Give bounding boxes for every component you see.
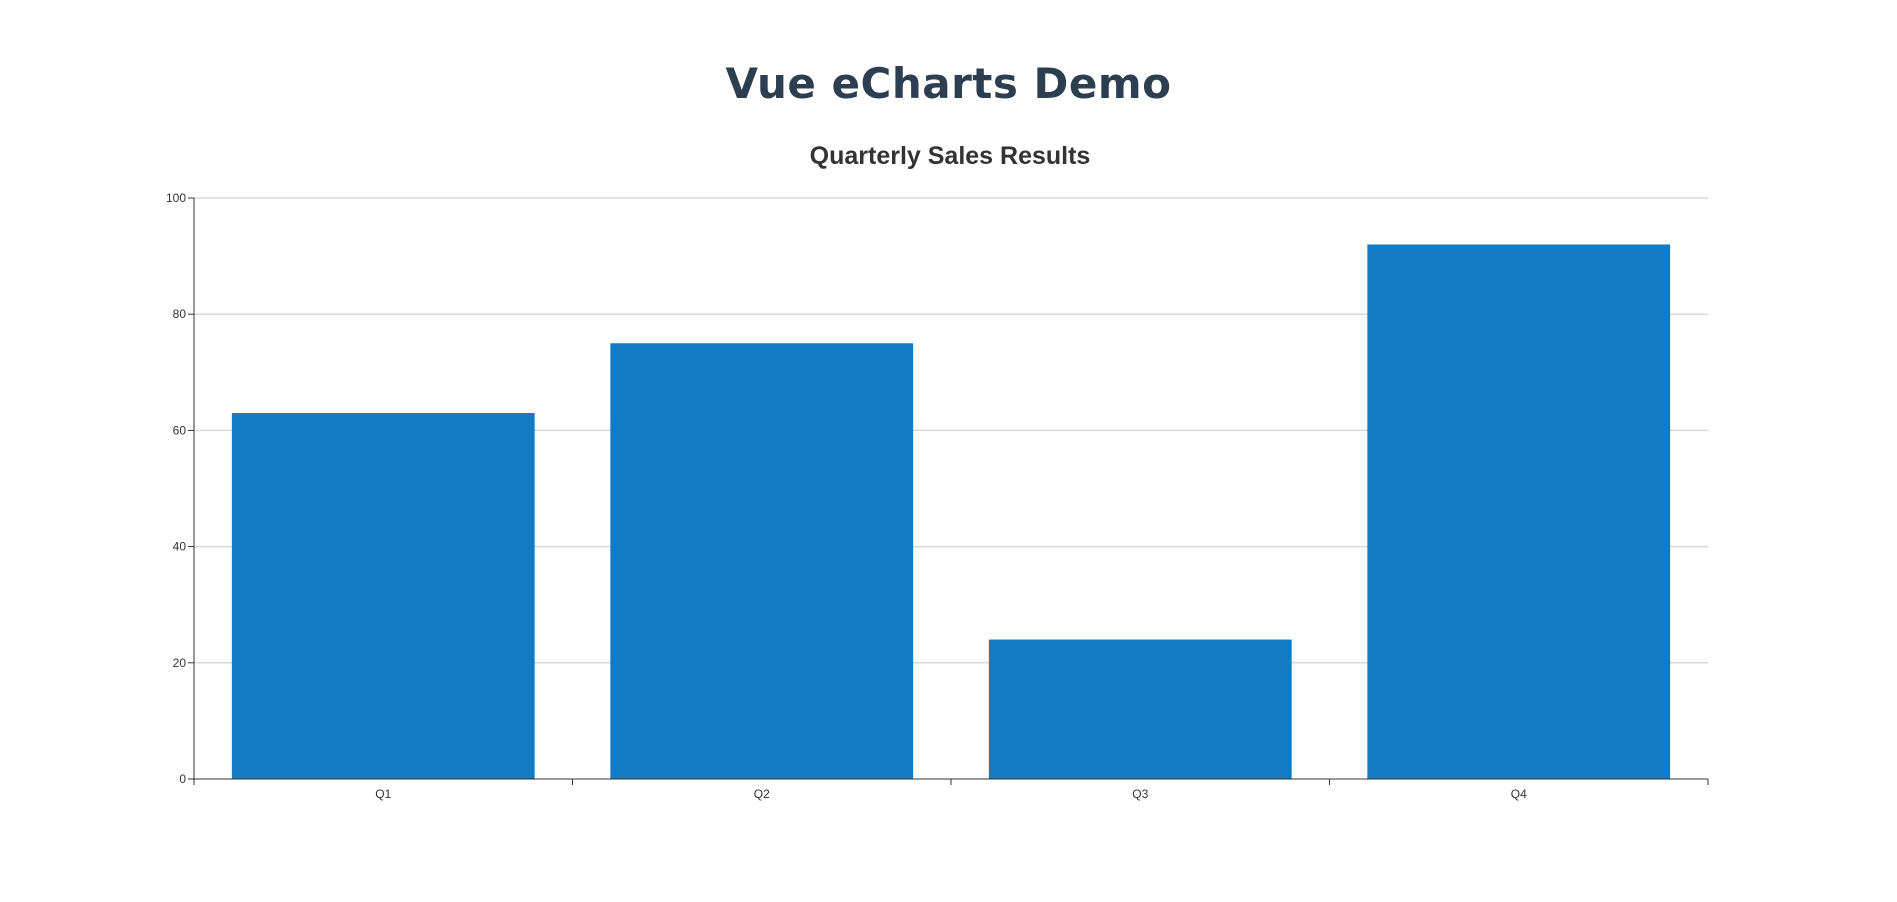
bars	[231, 244, 1671, 780]
x-tick-label: Q2	[754, 787, 770, 801]
axes	[188, 197, 1709, 785]
y-tick-label: 100	[166, 191, 186, 205]
tick-labels: 0 20 40 60 80 100 Q1 Q2 Q3 Q4	[166, 191, 1527, 801]
y-tick-label: 20	[173, 656, 187, 670]
page-title: Vue eCharts Demo	[725, 59, 1172, 108]
bar-q3[interactable]	[988, 639, 1292, 779]
bar-q4[interactable]	[1367, 244, 1671, 780]
y-tick-label: 40	[173, 540, 187, 554]
x-tick-label: Q1	[375, 787, 391, 801]
bar-q1[interactable]	[231, 412, 535, 779]
x-tick-label: Q4	[1511, 787, 1527, 801]
y-tick-label: 80	[173, 307, 187, 321]
bar-q2[interactable]	[610, 343, 914, 779]
y-tick-label: 60	[173, 423, 187, 437]
chart-title: Quarterly Sales Results	[810, 142, 1091, 170]
y-tick-label: 0	[179, 772, 186, 786]
x-tick-label: Q3	[1132, 787, 1148, 801]
